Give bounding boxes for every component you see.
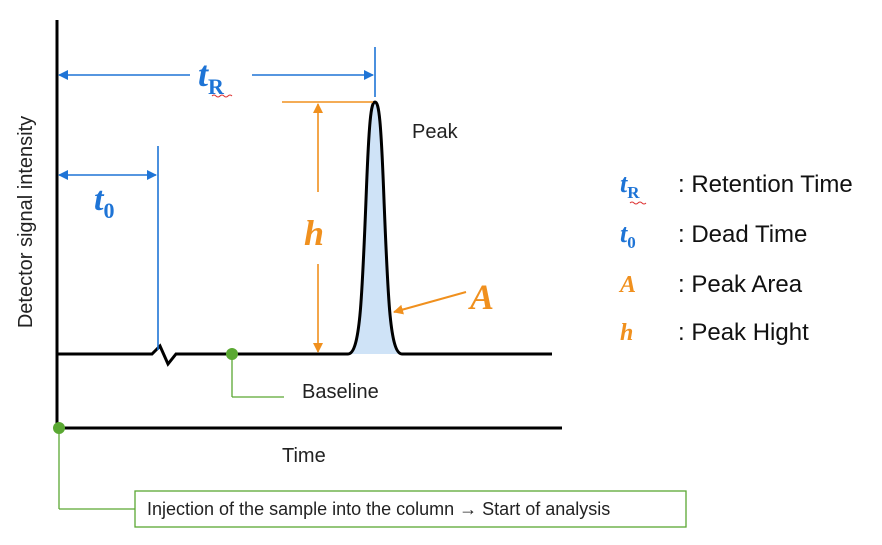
legend-item-peak-area: A : Peak Area [618, 271, 803, 298]
tr-symbol: tR [198, 54, 225, 99]
signal-trace [57, 100, 552, 367]
legend-symbol-a: A [618, 272, 636, 298]
x-axis-label: Time [282, 445, 326, 467]
legend-item-retention-time: tR : Retention Time [620, 169, 853, 205]
area-symbol: A [468, 277, 494, 317]
legend: tR : Retention Time t0 : Dead Time A : P… [618, 169, 853, 346]
legend-item-dead-time: t0 : Dead Time [620, 219, 807, 252]
injection-label: Injection of the sample into the column … [147, 499, 610, 519]
baseline-dot [226, 348, 238, 360]
legend-text-dead-time: : Dead Time [678, 221, 807, 248]
y-axis-label: Detector signal intensity [15, 116, 37, 328]
tr-spellcheck-squiggle [211, 94, 233, 98]
peak-area-fill [348, 102, 402, 354]
legend-symbol-h: h [620, 320, 633, 346]
t0-symbol: t0 [94, 181, 114, 223]
legend-symbol-tr: tR [620, 169, 640, 202]
area-arrow [393, 291, 467, 315]
legend-text-peak-height: : Peak Hight [678, 319, 809, 346]
peak-label: Peak [412, 121, 459, 143]
legend-item-peak-height: h : Peak Hight [620, 319, 809, 346]
injection-box [134, 490, 687, 528]
legend-text-peak-area: : Peak Area [678, 271, 803, 298]
legend-text-retention-time: : Retention Time [678, 171, 853, 198]
legend-symbol-t0: t0 [620, 219, 636, 252]
h-symbol: h [304, 213, 324, 253]
baseline-label: Baseline [302, 381, 379, 403]
legend-tr-squiggle [629, 201, 647, 205]
